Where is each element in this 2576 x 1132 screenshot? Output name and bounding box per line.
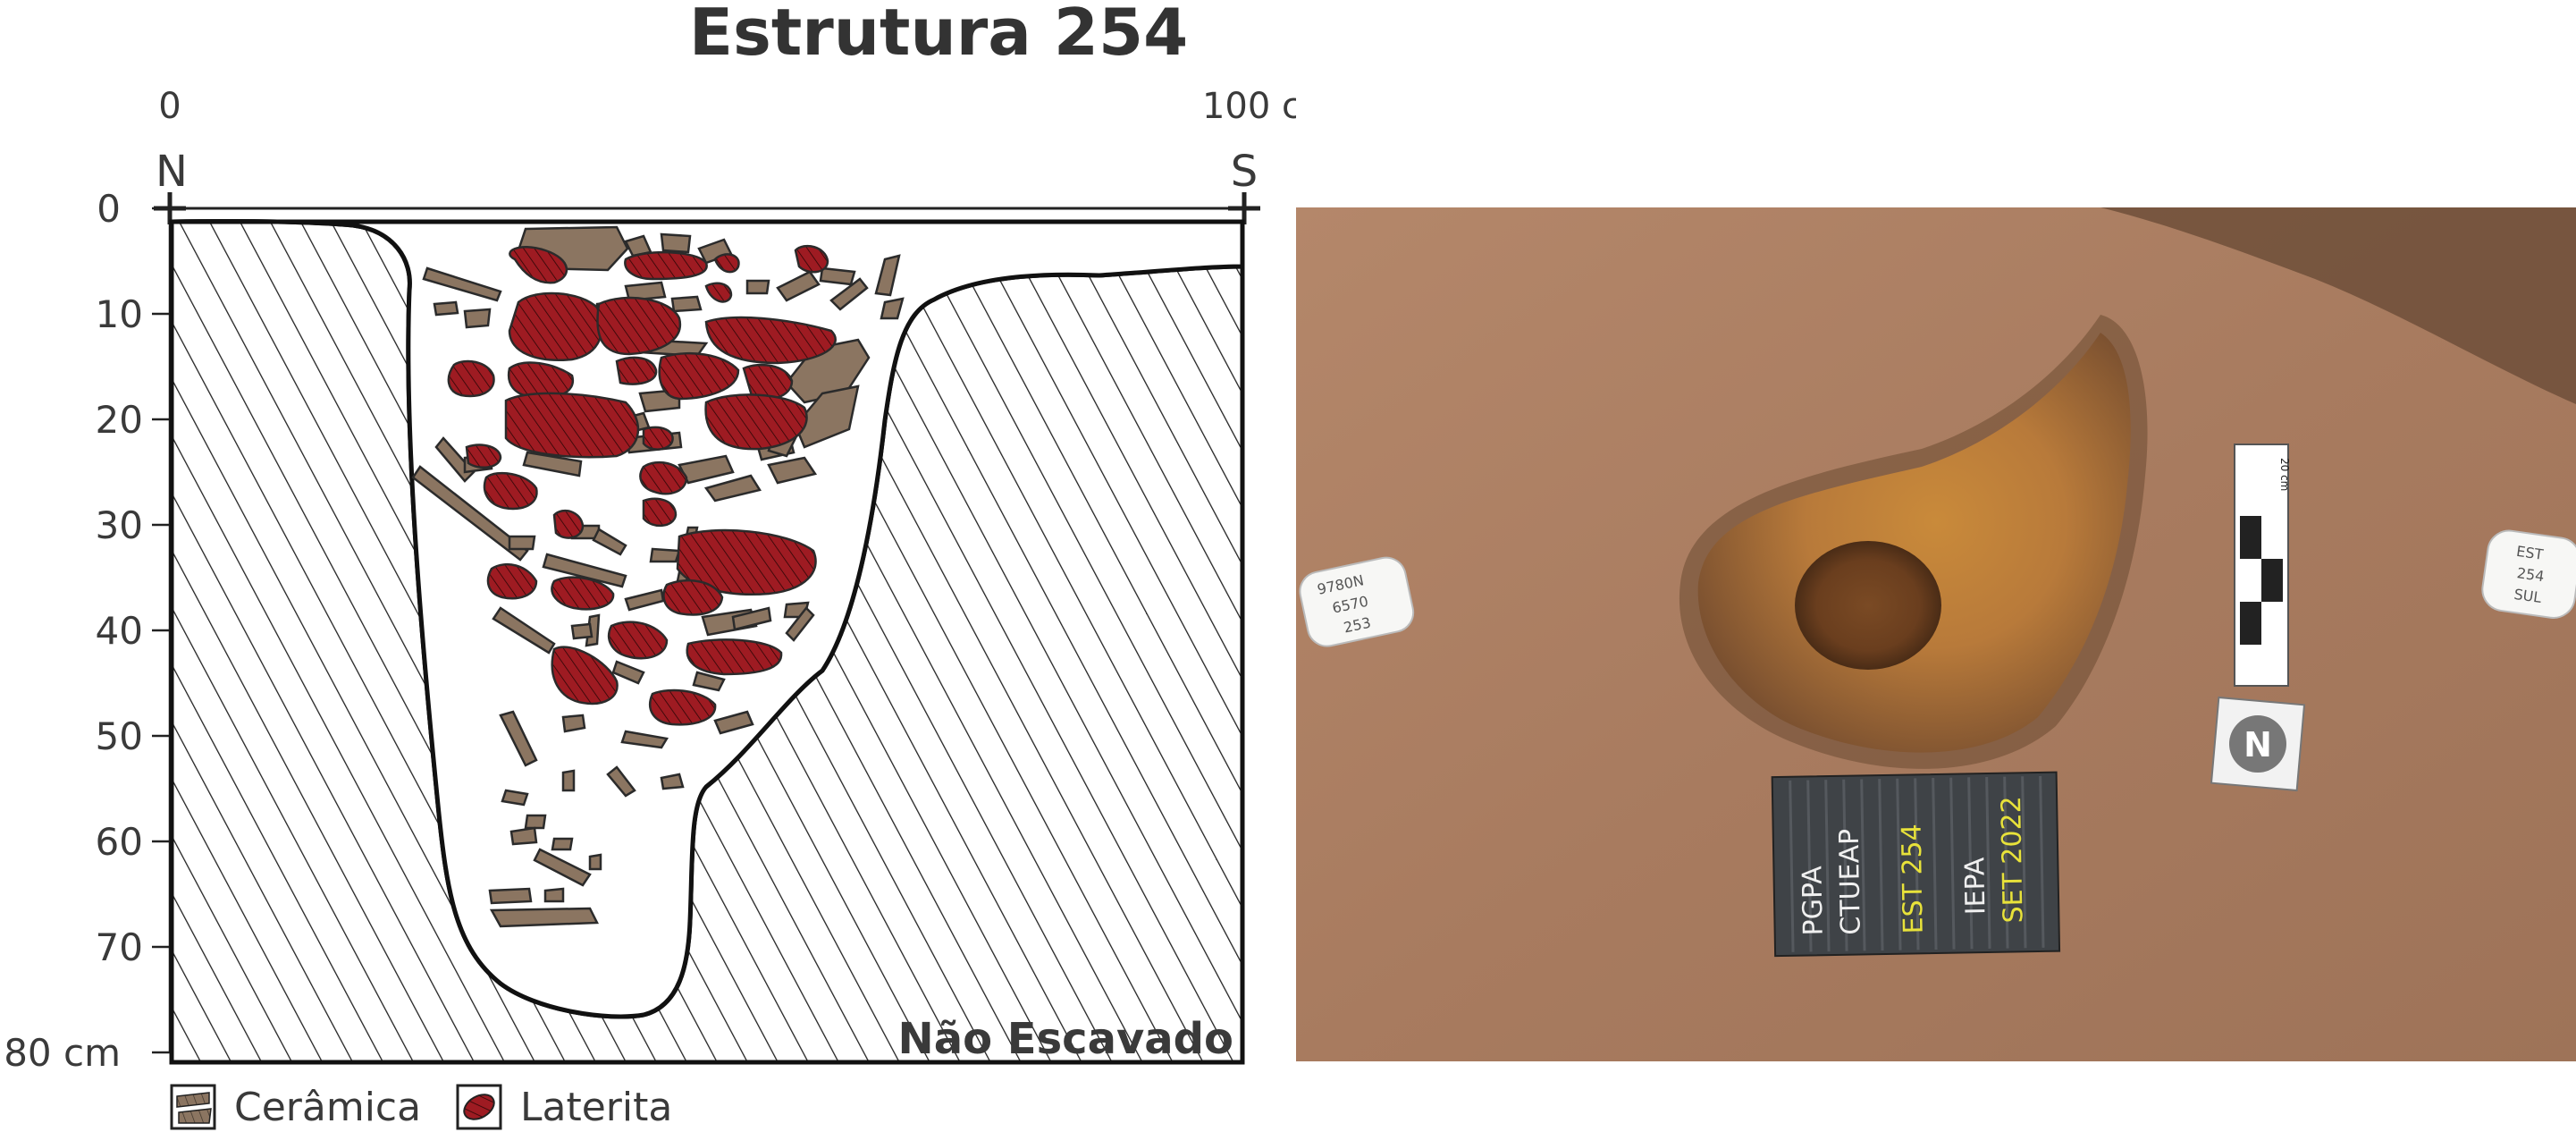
profile-drawing: 0 100 cm N S 0 10 20 30 40 50 60 70 80 c… <box>4 86 1296 1130</box>
depth-tick-label: 30 <box>96 503 143 547</box>
pit-interior <box>1697 333 2131 753</box>
photo-scale-bar: 20 cm <box>2234 444 2291 687</box>
field-photo-art: 20 cm N 9780N 6570 253 EST 254 SUL <box>1296 207 2576 1061</box>
posthole <box>1795 541 1941 670</box>
laterite-nodules <box>447 244 837 726</box>
north-arrow-card: N <box>2210 696 2306 792</box>
dark-topsoil <box>2100 207 2576 404</box>
photo-scale-label: 20 cm <box>2278 458 2291 491</box>
board-line: SET 2022 <box>1996 796 2029 924</box>
depth-tick-label: 20 <box>96 398 143 442</box>
north-label: N <box>156 147 188 197</box>
legend-label-laterite: Laterita <box>520 1085 672 1130</box>
board-line: CTUEAP <box>1834 829 1867 935</box>
tag-right-line: 254 <box>2516 564 2546 585</box>
id-board: PGPA CTUEAP EST 254 IEPA SET 2022 <box>1771 771 2061 958</box>
legend-label-ceramic: Cerâmica <box>234 1085 421 1130</box>
depth-tick-label: 0 <box>97 187 121 231</box>
board-line: PGPA <box>1797 866 1829 936</box>
figure-title: Estrutura 254 <box>688 0 1189 70</box>
legend-swatch-laterite <box>456 1084 502 1130</box>
depth-ticks <box>152 207 170 1054</box>
unexcavated-label: Não Escavado <box>898 1014 1233 1064</box>
north-arrow-label: N <box>2243 725 2272 765</box>
tag-right: EST 254 SUL <box>2481 529 2576 619</box>
tag-right-line: SUL <box>2513 586 2542 606</box>
field-photo: 20 cm N 9780N 6570 253 EST 254 SUL <box>1296 207 2576 1061</box>
tag-right-line: EST <box>2515 543 2545 563</box>
scale-end-label: 100 cm <box>1202 86 1296 127</box>
board-line: IEPA <box>1959 857 1991 916</box>
south-label: S <box>1231 147 1258 197</box>
depth-tick-label: 40 <box>96 609 143 653</box>
depth-tick-label: 50 <box>96 714 143 758</box>
legend: Cerâmica Laterita <box>170 1084 672 1130</box>
tag-left: 9780N 6570 253 <box>1299 556 1415 647</box>
depth-tick-label: 80 cm <box>4 1031 121 1075</box>
legend-swatch-ceramic <box>170 1084 216 1130</box>
datum-cross-south <box>1228 192 1260 224</box>
ceramic-fragments <box>411 225 905 928</box>
depth-tick-label: 10 <box>96 292 143 336</box>
depth-tick-label: 60 <box>96 820 143 864</box>
scale-start-label: 0 <box>158 86 181 127</box>
depth-tick-label: 70 <box>96 925 143 969</box>
board-line: EST 254 <box>1897 824 1930 934</box>
